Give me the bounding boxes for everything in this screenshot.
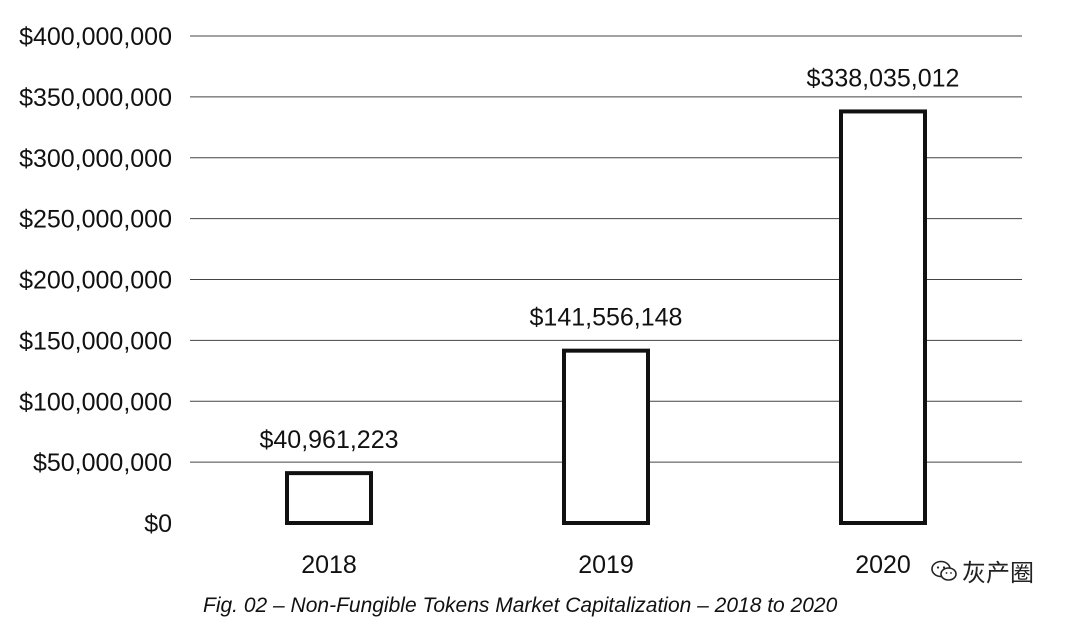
y-tick-label: $250,000,000	[19, 206, 172, 234]
bar	[285, 471, 373, 525]
x-tick-label: 2019	[578, 551, 634, 579]
y-tick-label: $50,000,000	[33, 449, 172, 477]
gridlines	[190, 35, 1022, 463]
y-tick-label: $350,000,000	[19, 84, 172, 112]
y-tick-label: $0	[144, 510, 172, 538]
watermark: 灰产圈	[930, 553, 1034, 588]
y-axis-tick-labels: $0 $50,000,000 $100,000,000 $150,000,000 $20…	[19, 23, 172, 538]
bars	[285, 109, 927, 525]
bar	[839, 109, 927, 525]
x-tick-label: 2018	[301, 551, 357, 579]
y-tick-label: $100,000,000	[19, 388, 172, 416]
data-label: $141,556,148	[530, 304, 683, 332]
data-labels: $40,961,223 $141,556,148 $338,035,012	[259, 64, 959, 454]
y-tick-label: $150,000,000	[19, 327, 172, 355]
y-tick-label: $400,000,000	[19, 23, 172, 51]
wechat-icon	[931, 560, 957, 581]
data-label: $40,961,223	[259, 426, 398, 454]
x-tick-label: 2020	[855, 551, 911, 579]
bar-chart: $0 $50,000,000 $100,000,000 $150,000,000 $20…	[19, 23, 1022, 579]
figure-caption: Fig. 02 – Non-Fungible Tokens Market Cap…	[203, 594, 838, 617]
y-tick-label: $200,000,000	[19, 267, 172, 295]
x-axis-tick-labels: 2018 2019 2020	[301, 551, 911, 579]
watermark-text: 灰产圈	[962, 559, 1034, 587]
bar	[562, 348, 650, 525]
y-tick-label: $300,000,000	[19, 145, 172, 173]
data-label: $338,035,012	[807, 64, 960, 92]
